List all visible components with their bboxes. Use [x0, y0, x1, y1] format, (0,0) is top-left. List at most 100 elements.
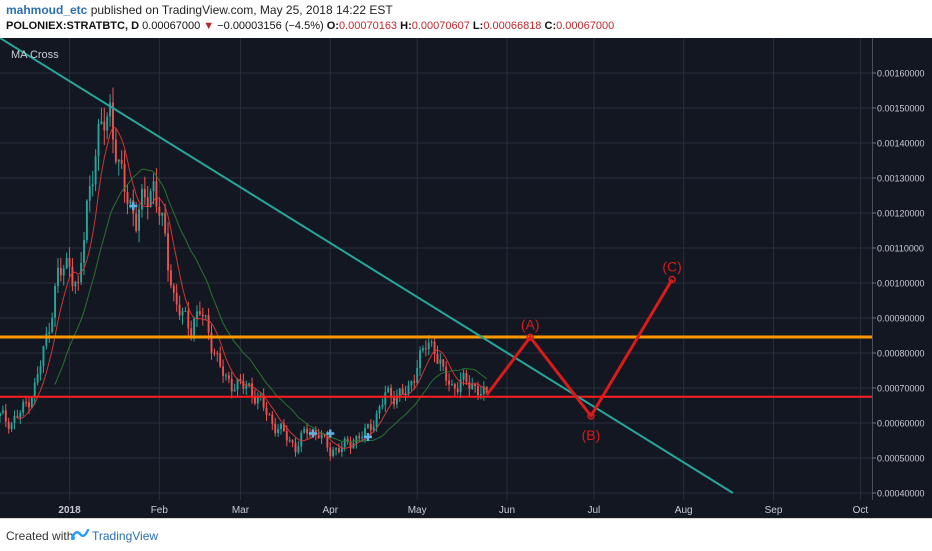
candle-body: [88, 186, 91, 201]
candle-body: [317, 434, 320, 439]
price-tick-label: 0.00120000: [877, 209, 925, 219]
candle-body: [288, 440, 291, 442]
wave-projection: (A) (B) (C): [485, 259, 682, 443]
candle-body: [477, 386, 479, 396]
time-tick-label: Sep: [765, 505, 783, 516]
candle-body: [445, 366, 448, 381]
down-arrow-icon: ▼: [203, 20, 215, 32]
candle-body: [65, 257, 68, 269]
tradingview-brand[interactable]: TradingView: [92, 529, 159, 543]
candle-body: [355, 436, 358, 444]
candle-body: [198, 311, 201, 315]
trendline-group: [0, 38, 734, 494]
candle-body: [146, 197, 149, 208]
candle-body: [30, 397, 33, 408]
wave-label: (B): [582, 427, 601, 443]
candle-body: [103, 121, 106, 131]
candle-body: [42, 346, 45, 367]
footer: Created with TradingView: [0, 518, 932, 551]
candle-body: [413, 381, 416, 383]
signal-cross-icon: [308, 429, 317, 438]
candle-body: [138, 209, 140, 231]
candle-body: [45, 333, 48, 347]
candle-body: [422, 348, 424, 351]
candle-body: [196, 311, 198, 319]
candle-body: [375, 413, 378, 427]
chart-header: mahmoud_etc published on TradingView.com…: [0, 0, 932, 38]
candle-body: [265, 407, 268, 415]
signal-cross-icon: [363, 433, 372, 441]
candle-body: [442, 359, 445, 367]
candle-body: [395, 395, 398, 405]
candle-body: [158, 206, 161, 216]
signal-cross-icon: [129, 202, 138, 210]
candle-body: [485, 386, 488, 394]
time-axis[interactable]: 2018 Feb Mar Apr May Jun Jul Aug Sep Oct: [0, 500, 872, 518]
candle-body: [424, 348, 427, 350]
candle-body: [190, 328, 193, 336]
price-axis[interactable]: 0.00040000 0.00050000 0.00060000 0.00070000…: [872, 38, 932, 518]
candle-body: [0, 412, 1, 416]
candle-body: [242, 380, 245, 389]
publish-line: mahmoud_etc published on TradingView.com…: [6, 3, 393, 17]
candle-body: [184, 310, 187, 312]
price-axis-bg: [872, 38, 932, 518]
tradingview-logo-icon[interactable]: [70, 526, 90, 542]
price-change: −0.00003156 (−4.5%): [217, 20, 324, 32]
candle-body: [404, 393, 407, 395]
candle-body: [468, 382, 471, 389]
ma-line-fast: [17, 126, 487, 450]
time-tick-label: Apr: [322, 505, 338, 516]
candle-body: [123, 163, 126, 193]
candle-body: [219, 353, 222, 367]
low-value: 0.00066818: [483, 20, 542, 32]
candle-body: [181, 311, 184, 316]
candles: [0, 87, 488, 461]
wave-point: [526, 333, 534, 341]
price-chart[interactable]: 0.000845700.000670000.00066489 (A)(B)(C)…: [0, 38, 932, 518]
candle-body: [251, 383, 253, 397]
price-tick-label: 0.00060000: [877, 419, 925, 429]
candle-body: [169, 270, 172, 286]
candle-body: [282, 423, 285, 432]
candle-body: [56, 267, 59, 287]
candle-body: [323, 434, 326, 436]
candle-body: [129, 200, 132, 204]
candle-body: [482, 386, 485, 394]
candle-body: [91, 184, 94, 187]
candle-body: [161, 212, 164, 216]
ohlc-line: POLONIEX:STRATBTC, D 0.00067000 ▼ −0.000…: [6, 20, 614, 32]
created-with-text: Created with: [6, 529, 74, 543]
candle-body: [143, 188, 146, 198]
candle-body: [248, 383, 251, 386]
candle-body: [7, 421, 10, 430]
candle-body: [97, 123, 100, 157]
candle-body: [419, 350, 422, 368]
candle-body: [213, 352, 216, 354]
time-axis-bg: [0, 500, 872, 518]
candle-body: [141, 188, 143, 210]
candle-body: [462, 372, 465, 380]
candle-body: [361, 437, 364, 439]
price-tick-label: 0.00080000: [877, 349, 925, 359]
indicator-label[interactable]: MA Cross: [11, 49, 59, 61]
candle-body: [172, 285, 175, 293]
candle-body: [100, 121, 103, 124]
candle-body: [259, 394, 262, 396]
candle-body: [343, 438, 346, 448]
author-link[interactable]: mahmoud_etc: [6, 3, 88, 17]
time-tick-label: Mar: [232, 505, 250, 516]
candle-body: [71, 266, 74, 287]
candle-body: [427, 342, 430, 350]
candle-body: [297, 446, 300, 453]
candle-body: [384, 392, 387, 405]
candle-body: [436, 353, 439, 364]
time-tick-label: Jun: [499, 505, 515, 516]
price-tick-label: 0.00150000: [877, 104, 925, 114]
candle-body: [239, 378, 242, 381]
candle-body: [372, 426, 375, 431]
published-text: published on TradingView.com, May 25, 20…: [87, 3, 393, 17]
price-tick-label: 0.00050000: [877, 454, 925, 464]
price-tick-label: 0.00160000: [877, 69, 925, 79]
high-value: 0.00070607: [411, 20, 470, 32]
